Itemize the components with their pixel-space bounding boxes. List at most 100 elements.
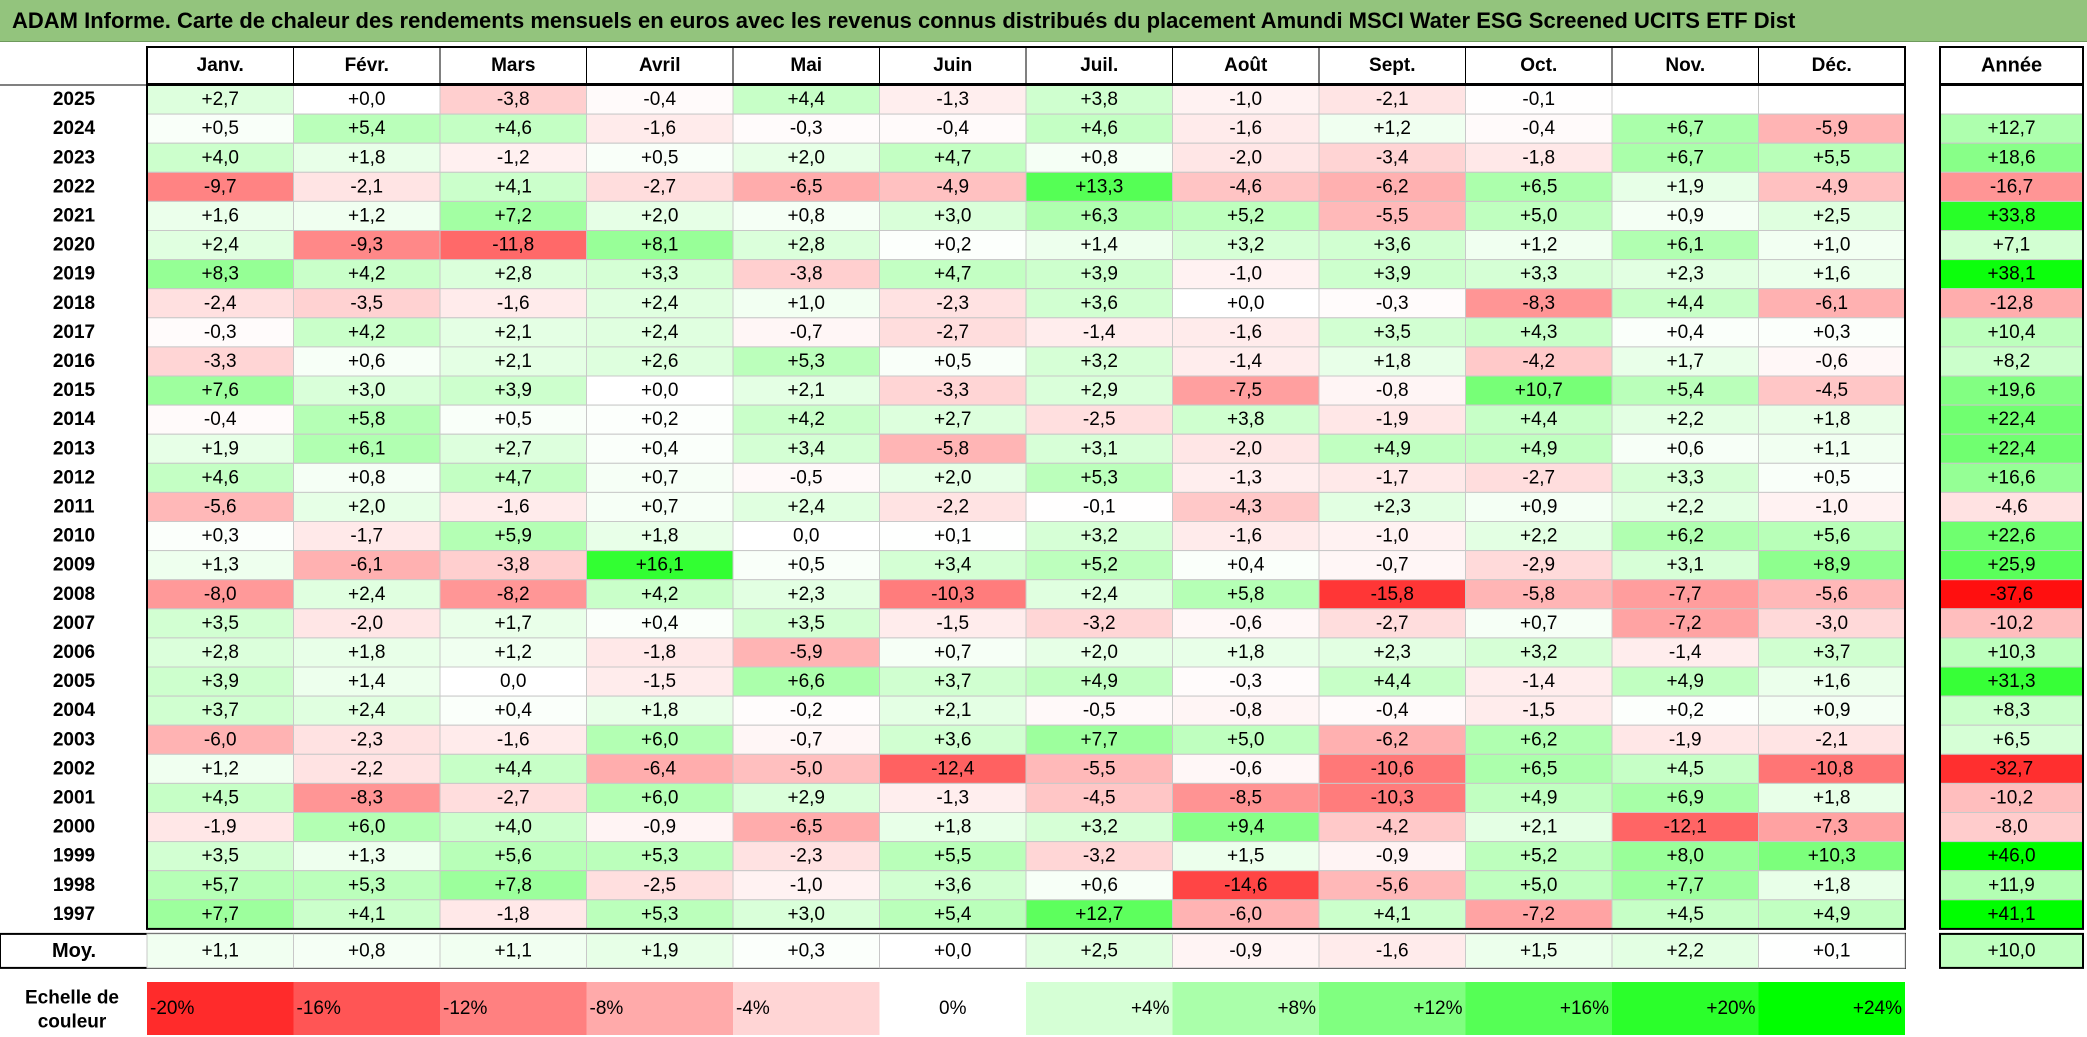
- heatmap-cell-value: +3,8: [1080, 89, 1118, 110]
- heatmap-cell-value: +3,4: [787, 438, 825, 459]
- heatmap-cell: [1025, 521, 1173, 552]
- heatmap-cell-value: +5,2: [1520, 846, 1558, 867]
- heatmap-cell-value: +1,9: [1666, 176, 1704, 197]
- heatmap-cell-value: -4,2: [1376, 817, 1409, 838]
- heatmap-cell: [439, 259, 587, 290]
- heatmap-cell-value: +2,6: [641, 351, 679, 372]
- heatmap-cell-value: +2,7: [494, 438, 532, 459]
- average-cell: [732, 933, 880, 969]
- heatmap-cell: [293, 113, 441, 144]
- heatmap-cell-value: -6,2: [1376, 176, 1409, 197]
- heatmap-cell: [1172, 899, 1320, 930]
- heatmap-cell: [1465, 637, 1613, 668]
- heatmap-cell: [586, 637, 734, 668]
- heatmap-cell-value: -0,4: [643, 89, 676, 110]
- heatmap-cell-value: +4,1: [494, 176, 532, 197]
- heatmap-cell-value: +2,4: [348, 700, 386, 721]
- heatmap-cell-value: +3,3: [1520, 264, 1558, 285]
- heatmap-cell: [732, 142, 880, 173]
- heatmap-cell-value: -2,4: [204, 293, 237, 314]
- heatmap-cell: [1025, 259, 1173, 290]
- heatmap-cell-value: -1,9: [1669, 729, 1702, 750]
- heatmap-cell-value: +2,4: [787, 496, 825, 517]
- heatmap-cell: [732, 841, 880, 872]
- heatmap-cell-value: +3,6: [1080, 293, 1118, 314]
- heatmap-cell-value: +7,8: [494, 875, 532, 896]
- heatmap-cell: [1758, 171, 1906, 202]
- heatmap-cell-value: -1,5: [1522, 700, 1555, 721]
- heatmap-cell-value: +5,3: [1080, 467, 1118, 488]
- heatmap-cell: [1025, 171, 1173, 202]
- heatmap-cell: [1465, 550, 1613, 581]
- heatmap-cell-value: +4,6: [201, 467, 239, 488]
- heatmap-cell-value: +5,5: [1813, 147, 1851, 168]
- heatmap-cell: [146, 230, 294, 261]
- annual-cell-value: -8,0: [1995, 817, 2028, 838]
- heatmap-cell-value: -2,7: [1522, 467, 1555, 488]
- heatmap-cell-value: +0,6: [1080, 875, 1118, 896]
- heatmap-cell: [439, 346, 587, 377]
- heatmap-cell-value: +2,1: [787, 380, 825, 401]
- heatmap-cell-value: -0,5: [790, 467, 823, 488]
- heatmap-cell: [586, 550, 734, 581]
- heatmap-cell: [1758, 375, 1906, 406]
- heatmap-cell-value: -5,0: [790, 758, 823, 779]
- annual-cell-value: -12,8: [1990, 293, 2033, 314]
- heatmap-cell-value: +6,0: [641, 787, 679, 808]
- heatmap-cell: [1172, 724, 1320, 755]
- heatmap-cell-value: -1,8: [643, 642, 676, 663]
- heatmap-cell-value: +2,1: [494, 351, 532, 372]
- annual-cell: [1939, 550, 2084, 581]
- heatmap-cell-value: -4,6: [1229, 176, 1262, 197]
- average-row-label: Moy.: [52, 940, 96, 962]
- heatmap-cell-value: -10,6: [1371, 758, 1414, 779]
- heatmap-cell-value: +3,9: [1373, 264, 1411, 285]
- heatmap-cell-value: -1,6: [1229, 526, 1262, 547]
- average-cell-value: +0,3: [787, 940, 825, 961]
- heatmap-cell-value: +6,6: [787, 671, 825, 692]
- heatmap-cell-value: +8,1: [641, 235, 679, 256]
- scale-swatch: [1026, 982, 1173, 1035]
- scale-swatch: [733, 982, 880, 1035]
- heatmap-cell-value: +1,8: [348, 642, 386, 663]
- heatmap-cell-value: +5,3: [641, 904, 679, 925]
- heatmap-cell-value: -5,5: [1376, 205, 1409, 226]
- heatmap-cell-value: +4,2: [348, 322, 386, 343]
- heatmap-cell: [732, 200, 880, 231]
- scale-swatch: [1465, 982, 1612, 1035]
- heatmap-cell: [879, 870, 1027, 901]
- heatmap-cell-value: +1,8: [641, 526, 679, 547]
- heatmap-cell: [1172, 637, 1320, 668]
- row-year-label: 2021: [53, 205, 96, 226]
- heatmap-cell: [1611, 230, 1759, 261]
- heatmap-cell-value: -3,3: [204, 351, 237, 372]
- annual-cell: [1939, 724, 2084, 755]
- average-cell-value: +1,9: [641, 940, 679, 961]
- annual-cell-value: +6,5: [1993, 729, 2031, 750]
- month-header-label: Déc.: [1812, 55, 1852, 76]
- annual-cell-value: +19,6: [1987, 380, 2035, 401]
- row-year-label: 2002: [53, 758, 95, 779]
- heatmap-cell: [146, 491, 294, 522]
- heatmap-cell: [732, 317, 880, 348]
- heatmap-cell: [1025, 753, 1173, 784]
- heatmap-cell-value: +0,2: [1666, 700, 1704, 721]
- annual-grid-border: [1939, 84, 2084, 930]
- heatmap-cell-value: +2,4: [1080, 584, 1118, 605]
- annual-cell-value: +10,3: [1987, 642, 2035, 663]
- heatmap-cell: [732, 753, 880, 784]
- heatmap-cell-value: +0,7: [1520, 613, 1558, 634]
- heatmap-cell: [1025, 608, 1173, 639]
- heatmap-cell: [439, 550, 587, 581]
- heatmap-cell: [732, 404, 880, 435]
- heatmap-cell-value: +1,8: [1813, 875, 1851, 896]
- heatmap-cell-value: +1,4: [1080, 235, 1118, 256]
- heatmap-cell: [1611, 782, 1759, 814]
- heatmap-cell-value: +0,3: [201, 526, 239, 547]
- heatmap-cell: [439, 491, 587, 522]
- heatmap-cell-value: +0,6: [1666, 438, 1704, 459]
- heatmap-cell: [146, 84, 294, 115]
- heatmap-cell-value: +1,3: [348, 846, 386, 867]
- heatmap-cell-value: -7,2: [1669, 613, 1702, 634]
- heatmap-cell-value: +1,0: [787, 293, 825, 314]
